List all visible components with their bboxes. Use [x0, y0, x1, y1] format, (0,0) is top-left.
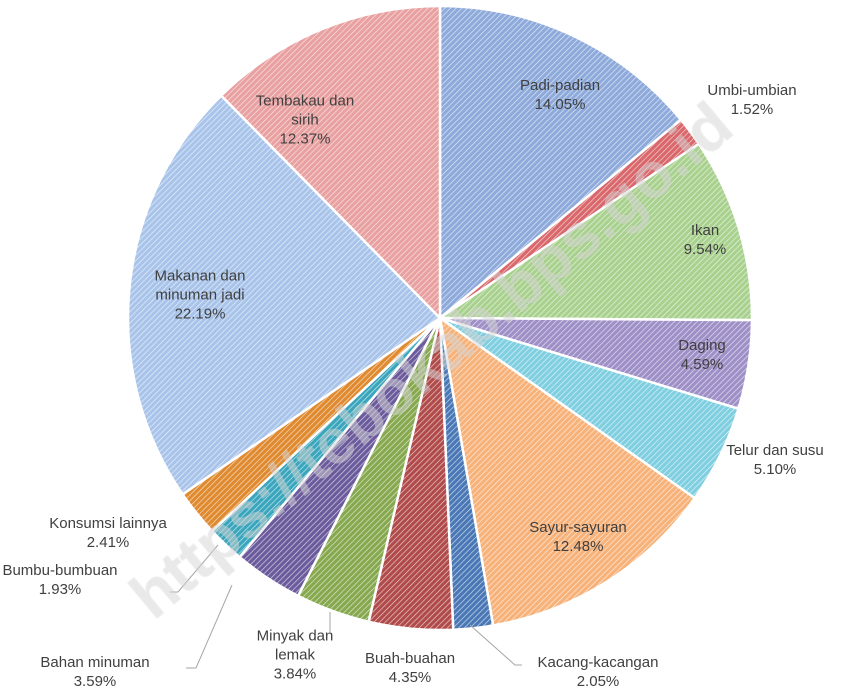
data-label: Telur dan susu 5.10%	[695, 441, 855, 479]
value-label: 4.59%	[680, 356, 724, 373]
data-label: Minyak dan lemak 3.84%	[240, 627, 350, 684]
value-label: 12.37%	[279, 130, 331, 148]
category-label: Ikan	[690, 222, 720, 239]
data-label: Bahan minuman 3.59%	[0, 653, 195, 691]
data-label: Umbi-umbian 1.52%	[682, 81, 822, 119]
data-label: Kacang-kacangan 2.05%	[498, 653, 698, 691]
value-label: 1.93%	[38, 581, 82, 598]
value-label: 4.35%	[388, 669, 432, 686]
data-label: Makanan dan minuman jadi 22.19%	[130, 267, 270, 324]
category-label: Daging	[678, 337, 726, 354]
category-label: Buah-buahan	[364, 650, 456, 667]
value-label: 2.05%	[576, 673, 620, 690]
data-label: Tembakau dan sirih 12.37%	[243, 92, 368, 149]
category-label: Konsumsi lainnya	[49, 515, 167, 532]
category-label: Telur dan susu	[726, 442, 824, 459]
pie-slice	[126, 93, 442, 497]
value-label: 14.05%	[534, 96, 586, 113]
pie-slice	[438, 315, 697, 627]
category-label: Umbi-umbian	[707, 82, 797, 99]
data-label: Daging 4.59%	[632, 336, 772, 374]
value-label: 3.59%	[73, 673, 117, 690]
value-label: 9.54%	[683, 241, 727, 258]
leader-line	[170, 544, 219, 593]
category-label: Makanan dan minuman jadi	[154, 267, 246, 304]
value-label: 1.52%	[730, 101, 774, 118]
category-label: Tembakau dan sirih	[255, 92, 355, 129]
pie-slice	[438, 4, 683, 321]
data-label: Bumbu-bumbuan 1.93%	[0, 561, 160, 599]
pie-slice	[219, 4, 442, 322]
data-label: Sayur-sayuran 12.48%	[508, 518, 648, 556]
category-label: Padi-padian	[519, 77, 601, 94]
value-label: 2.41%	[86, 534, 130, 551]
leader-line	[186, 584, 233, 669]
leader-line	[469, 624, 522, 666]
data-label: Buah-buahan 4.35%	[340, 649, 480, 687]
category-label: Minyak dan lemak	[256, 627, 334, 664]
value-label: 5.10%	[753, 461, 797, 478]
data-label: Ikan 9.54%	[635, 221, 775, 259]
category-label: Kacang-kacangan	[537, 654, 659, 671]
category-label: Sayur-sayuran	[529, 519, 627, 536]
data-label: Padi-padian 14.05%	[490, 76, 630, 114]
pie-slice	[435, 142, 754, 322]
category-label: Bahan minuman	[40, 654, 150, 671]
value-label: 12.48%	[552, 538, 604, 555]
data-label: Konsumsi lainnya 2.41%	[8, 514, 208, 552]
value-label: 22.19%	[174, 305, 226, 323]
value-label: 3.84%	[273, 665, 317, 683]
category-label: Bumbu-bumbuan	[2, 562, 118, 579]
